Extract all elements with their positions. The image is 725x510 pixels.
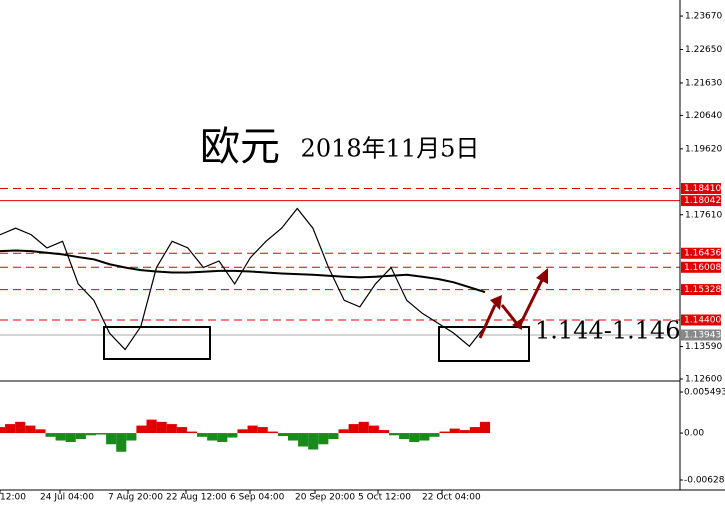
level-label: 1.15328 <box>684 285 721 295</box>
osc-bar <box>318 433 329 445</box>
osc-bar <box>0 427 6 434</box>
y-tick-label: 1.23670 <box>685 12 722 22</box>
title: 欧元 <box>200 124 280 170</box>
osc-bar <box>166 424 177 434</box>
osc-bar <box>45 433 56 437</box>
osc-bar <box>227 433 238 438</box>
osc-bar <box>116 433 127 452</box>
level-label: 1.16008 <box>684 263 721 273</box>
y-tick-label: 1.21630 <box>685 78 722 88</box>
y-tick-label: 0.00 <box>684 429 704 439</box>
level-tag <box>681 261 721 273</box>
osc-bar <box>449 428 460 434</box>
osc-bar <box>267 431 278 434</box>
osc-bar <box>308 433 319 450</box>
level-label: 1.16436 <box>684 249 721 259</box>
osc-bar <box>469 427 480 434</box>
price-line <box>0 207 486 351</box>
level-label: 1.18042 <box>684 196 721 206</box>
osc-bar <box>35 429 46 434</box>
osc-bar <box>65 433 76 443</box>
osc-bar <box>5 424 16 434</box>
osc-bar <box>136 425 147 434</box>
level-label: 1.14400 <box>684 316 721 326</box>
x-tick-label: 20 Sep 20:00 <box>295 493 355 503</box>
osc-bar <box>207 433 218 441</box>
osc-bar <box>287 433 299 441</box>
osc-bar <box>106 433 117 445</box>
x-tick-label: 12:00 <box>0 493 26 503</box>
osc-bar <box>257 427 268 434</box>
annotation: 1.144-1.146 <box>535 317 681 345</box>
osc-bar <box>439 431 450 434</box>
y-tick-label: -0.006283 <box>684 476 725 486</box>
osc-bar <box>348 424 359 434</box>
osc-bar <box>25 425 36 434</box>
subtitle: 2018年11月5日 <box>301 135 480 163</box>
osc-bar <box>126 433 137 441</box>
osc-bar <box>479 421 491 434</box>
y-tick-label: 1.20640 <box>685 111 722 121</box>
y-tick-label: 1.19620 <box>685 144 722 154</box>
osc-bar <box>419 433 430 441</box>
osc-bar <box>358 421 369 434</box>
osc-bar <box>237 429 248 434</box>
osc-bar <box>298 433 309 447</box>
x-tick-label: 24 Jul 04:00 <box>40 493 94 503</box>
osc-bar <box>15 421 26 434</box>
osc-bar <box>389 433 400 436</box>
x-tick-label: 22 Aug 12:00 <box>166 493 227 503</box>
x-tick-label: 22 Oct 04:00 <box>422 493 481 503</box>
osc-bar <box>328 433 339 440</box>
osc-bar <box>95 433 107 435</box>
price-label: 1.13943 <box>684 330 721 340</box>
price-tag <box>681 329 721 341</box>
osc-bar <box>409 433 420 443</box>
y-tick-label: 1.22650 <box>685 45 722 55</box>
y-tick-label: 1.17610 <box>685 210 722 220</box>
osc-bar <box>368 425 379 434</box>
osc-bar <box>429 433 440 437</box>
osc-bar <box>247 425 258 434</box>
osc-bar <box>217 433 228 443</box>
osc-bar <box>156 421 167 434</box>
level-tag <box>681 247 721 259</box>
zone-box <box>103 326 211 360</box>
osc-bar <box>85 433 96 436</box>
osc-bar <box>197 433 208 437</box>
osc-bar <box>459 430 470 434</box>
osc-bar <box>338 429 349 434</box>
level-label: 1.18410 <box>684 184 721 194</box>
y-tick-label: 1.12600 <box>685 375 722 385</box>
osc-bar <box>399 433 410 440</box>
level-tag <box>681 284 721 296</box>
osc-bar <box>277 433 288 437</box>
x-tick-label: 7 Aug 20:00 <box>108 493 163 503</box>
level-tag <box>681 314 721 326</box>
level-tag <box>681 183 721 195</box>
osc-bar <box>75 433 86 440</box>
y-tick-label: 1.13590 <box>685 342 722 352</box>
level-tag <box>681 195 721 207</box>
arrows <box>478 268 548 339</box>
osc-bar <box>146 419 157 434</box>
osc-bar <box>55 433 66 441</box>
osc-bar <box>176 427 187 434</box>
x-tick-label: 6 Sep 04:00 <box>230 493 285 503</box>
y-tick-label: 0.005493 <box>684 388 725 398</box>
x-tick-label: 5 Oct 12:00 <box>358 493 411 503</box>
osc-bar <box>186 431 198 434</box>
osc-bar <box>378 430 390 434</box>
